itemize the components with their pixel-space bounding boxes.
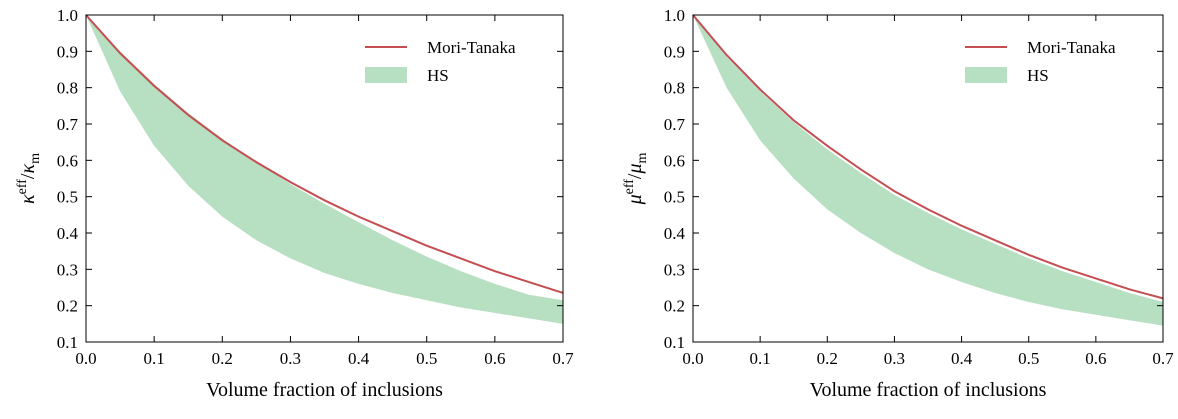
x-tick-label: 0.2 <box>212 349 233 368</box>
x-tick-label: 0.6 <box>1085 349 1106 368</box>
legend-label-hs: HS <box>427 66 449 85</box>
x-tick-label: 0.3 <box>280 349 301 368</box>
x-tick-label: 0.4 <box>951 349 973 368</box>
y-tick-label: 0.8 <box>664 79 685 98</box>
hs-band <box>86 15 563 324</box>
x-axis-label: Volume fraction of inclusions <box>810 379 1047 401</box>
y-tick-label: 1.0 <box>664 6 685 25</box>
y-label-base: μ <box>624 194 646 205</box>
y-label-slash: / <box>624 173 646 179</box>
x-tick-label: 0.0 <box>682 349 703 368</box>
chart-panel-1: 0.0 0.1 0.2 0.3 0.4 0.5 0.6 0.70.10.20.30.40.50… <box>15 6 574 401</box>
x-tick-label: 0.3 <box>884 349 905 368</box>
legend-swatch-hs <box>965 67 1007 83</box>
y-tick-label: 0.9 <box>664 42 685 61</box>
x-tick-label: 0.7 <box>1152 349 1174 368</box>
x-tick-label: 0.1 <box>144 349 165 368</box>
x-tick-label: 0.1 <box>750 349 771 368</box>
plot-frame <box>692 14 1164 343</box>
y-label-sub: m <box>28 153 43 164</box>
y-tick-label: 0.7 <box>664 115 686 134</box>
y-tick-label: 0.4 <box>664 224 686 243</box>
legend-label-mori-tanaka: Mori-Tanaka <box>427 38 516 57</box>
y-label-sup: eff <box>622 179 637 195</box>
x-tick-label: 0.7 <box>552 349 574 368</box>
y-label-sub: m <box>635 152 650 163</box>
y-tick-label: 0.6 <box>57 151 78 170</box>
x-axis-label: Volume fraction of inclusions <box>206 379 443 401</box>
y-tick-label: 0.8 <box>57 79 78 98</box>
y-axis-label: μeff/μm <box>622 152 650 205</box>
y-tick-label: 0.3 <box>664 260 685 279</box>
mori-tanaka-line <box>692 14 1164 300</box>
x-tick-label: 0.0 <box>75 349 96 368</box>
x-tick-label: 0.5 <box>1018 349 1039 368</box>
y-tick-label: 0.3 <box>57 260 78 279</box>
legend: Mori-Tanaka HS <box>365 38 516 85</box>
y-tick-label: 0.2 <box>57 297 78 316</box>
legend-label-mori-tanaka: Mori-Tanaka <box>1027 38 1116 57</box>
y-tick-label: 0.1 <box>57 333 78 352</box>
x-tick-label: 0.5 <box>416 349 437 368</box>
hs-band <box>693 15 1163 326</box>
y-label-base: κ <box>17 194 39 204</box>
y-label-base2: κ <box>17 164 39 174</box>
y-tick-label: 0.5 <box>57 188 78 207</box>
y-tick-label: 0.2 <box>664 297 685 316</box>
y-label-sup: eff <box>15 179 30 195</box>
plot-frame <box>85 14 564 343</box>
legend-swatch-hs <box>365 67 407 83</box>
y-tick-label: 0.9 <box>57 42 78 61</box>
x-tick-label: 0.2 <box>817 349 838 368</box>
y-axis-label: κeff/κm <box>15 153 43 204</box>
y-tick-label: 0.6 <box>664 151 685 170</box>
x-tick-label: 0.4 <box>348 349 370 368</box>
legend-label-hs: HS <box>1027 66 1049 85</box>
mori-tanaka-line <box>85 14 564 294</box>
y-tick-label: 1.0 <box>57 6 78 25</box>
y-tick-label: 0.7 <box>57 115 79 134</box>
y-tick-label: 0.4 <box>57 224 79 243</box>
y-tick-label: 0.5 <box>664 188 685 207</box>
chart-panel-2: 0.0 0.1 0.2 0.3 0.4 0.5 0.6 0.70.10.20.30.40.50… <box>622 6 1174 401</box>
legend: Mori-Tanaka HS <box>965 38 1116 85</box>
y-label-base2: μ <box>624 163 646 174</box>
x-tick-label: 0.6 <box>484 349 505 368</box>
y-tick-label: 0.1 <box>664 333 685 352</box>
y-label-slash: / <box>17 173 39 179</box>
